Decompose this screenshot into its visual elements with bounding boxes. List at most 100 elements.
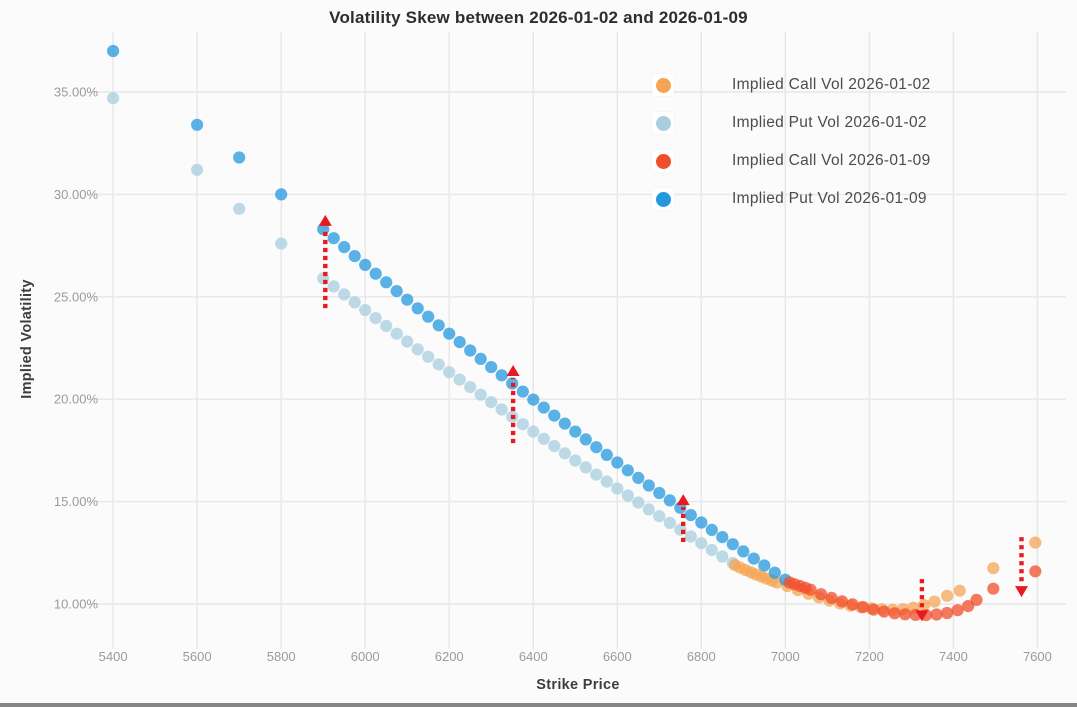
data-point[interactable] [390, 285, 403, 298]
data-point[interactable] [846, 598, 859, 611]
data-point[interactable] [443, 327, 456, 340]
data-point[interactable] [836, 595, 849, 608]
data-point[interactable] [953, 584, 966, 597]
data-point[interactable] [1029, 536, 1042, 549]
data-point[interactable] [474, 388, 487, 401]
data-point[interactable] [695, 537, 708, 550]
data-point[interactable] [537, 401, 550, 414]
data-point[interactable] [611, 456, 624, 469]
data-point[interactable] [600, 475, 613, 488]
data-point[interactable] [390, 327, 403, 340]
data-point[interactable] [579, 433, 592, 446]
data-point[interactable] [987, 582, 1000, 595]
data-point[interactable] [857, 601, 870, 614]
data-point[interactable] [705, 523, 718, 537]
data-point[interactable] [684, 530, 697, 543]
data-point[interactable] [987, 562, 1000, 575]
data-point[interactable] [653, 510, 666, 523]
data-point[interactable] [485, 396, 498, 409]
data-point[interactable] [327, 280, 340, 293]
data-point[interactable] [815, 588, 828, 601]
data-point[interactable] [888, 607, 901, 620]
data-point[interactable] [569, 454, 582, 467]
data-point[interactable] [432, 319, 445, 332]
data-point[interactable] [705, 543, 718, 557]
data-point[interactable] [422, 350, 435, 363]
data-point[interactable] [359, 304, 372, 317]
data-point[interactable] [825, 591, 838, 605]
data-point[interactable] [1029, 565, 1042, 578]
data-point[interactable] [233, 151, 246, 164]
data-point[interactable] [380, 276, 393, 289]
data-point[interactable] [878, 605, 891, 618]
data-point[interactable] [579, 461, 592, 474]
data-point[interactable] [621, 489, 634, 502]
data-point[interactable] [684, 508, 697, 522]
data-point[interactable] [275, 188, 288, 201]
data-point[interactable] [338, 288, 351, 301]
data-point[interactable] [941, 606, 954, 620]
data-point[interactable] [867, 603, 880, 616]
data-point[interactable] [464, 381, 477, 394]
data-point[interactable] [338, 241, 351, 254]
data-point[interactable] [380, 319, 393, 332]
data-point[interactable] [401, 293, 414, 306]
data-point[interactable] [527, 425, 540, 438]
data-point[interactable] [401, 335, 414, 348]
bottom-scrollbar[interactable] [0, 703, 1077, 707]
data-point[interactable] [443, 366, 456, 379]
legend-item-implied-call-vol-2026-01-02[interactable]: Implied Call Vol 2026-01-02 [652, 66, 931, 104]
data-point[interactable] [369, 312, 382, 325]
data-point[interactable] [464, 344, 477, 357]
data-point[interactable] [558, 417, 571, 430]
data-point[interactable] [495, 403, 508, 416]
data-point[interactable] [928, 595, 941, 608]
data-point[interactable] [411, 343, 424, 356]
data-point[interactable] [474, 352, 487, 365]
data-point[interactable] [642, 503, 655, 516]
data-point[interactable] [663, 516, 676, 530]
data-point[interactable] [653, 486, 666, 500]
data-point[interactable] [327, 232, 340, 245]
data-point[interactable] [453, 336, 466, 349]
data-point[interactable] [558, 447, 571, 460]
data-point[interactable] [453, 373, 466, 386]
data-point[interactable] [611, 482, 624, 495]
data-point[interactable] [537, 432, 550, 445]
data-point[interactable] [422, 310, 435, 323]
legend-item-implied-call-vol-2026-01-09[interactable]: Implied Call Vol 2026-01-09 [652, 142, 931, 180]
data-point[interactable] [768, 566, 781, 579]
data-point[interactable] [632, 471, 645, 484]
data-point[interactable] [621, 464, 634, 477]
data-point[interactable] [642, 479, 655, 492]
data-point[interactable] [516, 385, 529, 398]
data-point[interactable] [527, 393, 540, 406]
data-point[interactable] [485, 361, 498, 374]
data-point[interactable] [804, 583, 817, 596]
data-point[interactable] [516, 418, 529, 431]
legend-item-implied-put-vol-2026-01-09[interactable]: Implied Put Vol 2026-01-09 [652, 180, 931, 218]
data-point[interactable] [359, 258, 372, 271]
data-point[interactable] [726, 538, 739, 551]
legend-item-implied-put-vol-2026-01-02[interactable]: Implied Put Vol 2026-01-02 [652, 104, 931, 142]
data-point[interactable] [899, 608, 912, 621]
data-point[interactable] [369, 267, 382, 280]
data-point[interactable] [737, 545, 750, 558]
data-point[interactable] [411, 302, 424, 315]
data-point[interactable] [233, 202, 246, 215]
data-point[interactable] [432, 358, 445, 371]
data-point[interactable] [758, 559, 771, 572]
data-point[interactable] [348, 296, 361, 309]
data-point[interactable] [632, 496, 645, 509]
data-point[interactable] [962, 600, 975, 613]
data-point[interactable] [590, 468, 603, 481]
data-point[interactable] [191, 118, 204, 131]
data-point[interactable] [548, 440, 561, 453]
data-point[interactable] [695, 516, 708, 529]
data-point[interactable] [941, 589, 954, 602]
data-point[interactable] [107, 92, 120, 105]
data-point[interactable] [590, 441, 603, 454]
data-point[interactable] [747, 552, 760, 565]
data-point[interactable] [970, 593, 983, 607]
data-point[interactable] [951, 604, 964, 617]
